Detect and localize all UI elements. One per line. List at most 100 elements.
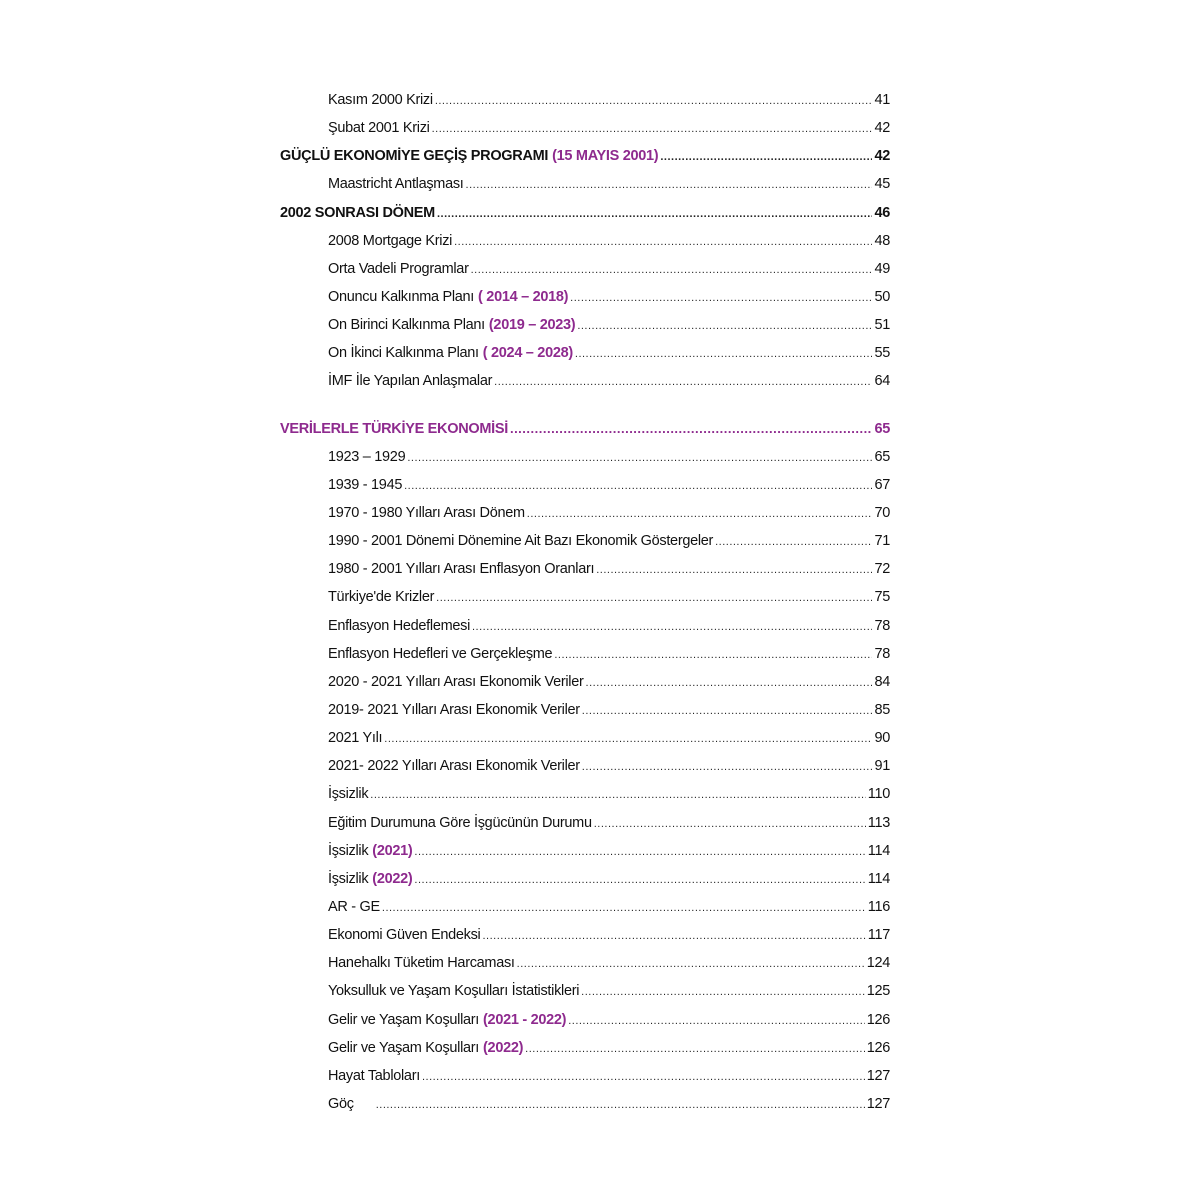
- dot-leader: [435, 95, 873, 107]
- toc-entry[interactable]: On Birinci Kalkınma Planı(2019 – 2023) 51: [280, 317, 890, 345]
- toc-entry-title: 1990 - 2001 Dönemi Dönemine Ait Bazı Eko…: [328, 533, 714, 550]
- dot-leader: [472, 621, 872, 633]
- toc-entry[interactable]: VERİLERLE TÜRKİYE EKONOMİSİ 65: [280, 421, 890, 449]
- toc-entry[interactable]: İşsizlik 110: [280, 786, 890, 814]
- toc-entry-page-number: 46: [874, 204, 890, 221]
- toc-entry-title: 1970 - 1980 Yılları Arası Dönem: [328, 504, 525, 521]
- toc-entry-page-number: 117: [867, 927, 891, 944]
- toc-entry-title: Ekonomi Güven Endeksi: [328, 927, 481, 944]
- toc-entry-page-number: 127: [866, 1095, 891, 1112]
- toc-entry[interactable]: 1990 - 2001 Dönemi Dönemine Ait Bazı Eko…: [280, 533, 890, 561]
- toc-entry[interactable]: İşsizlik(2022) 114: [280, 871, 890, 899]
- toc-entry-page-number: 114: [867, 842, 891, 859]
- dot-leader: [466, 179, 873, 191]
- toc-entry[interactable]: İşsizlik(2021) 114: [280, 843, 890, 871]
- dot-leader: [570, 292, 872, 304]
- toc-entry-page-number: 42: [874, 148, 890, 165]
- toc-entry[interactable]: Ekonomi Güven Endeksi 117: [280, 927, 890, 955]
- toc-entry-page-number: 125: [866, 983, 891, 1000]
- toc-entry[interactable]: 2021- 2022 Yılları Arası Ekonomik Verile…: [280, 758, 890, 786]
- toc-entry[interactable]: GÜÇLÜ EKONOMİYE GEÇİŞ PROGRAMI (15 MAYIS …: [280, 148, 890, 176]
- dot-leader: [494, 376, 872, 388]
- toc-entry[interactable]: Hanehalkı Tüketim Harcaması 124: [280, 955, 890, 983]
- dot-leader: [586, 677, 873, 689]
- toc-entry-page-number: 48: [874, 232, 890, 249]
- toc-entry[interactable]: 2020 - 2021 Yılları Arası Ekonomik Veril…: [280, 674, 890, 702]
- toc-entry[interactable]: Yoksulluk ve Yaşam Koşulları İstatistikl…: [280, 983, 890, 1011]
- toc-entry[interactable]: Onuncu Kalkınma Planı( 2014 – 2018) 50: [280, 289, 890, 317]
- toc-entry[interactable]: On İkinci Kalkınma Planı( 2024 – 2028) 55: [280, 345, 890, 373]
- toc-entry-page-number: 110: [867, 786, 891, 803]
- toc-entry[interactable]: 1970 - 1980 Yılları Arası Dönem 70: [280, 505, 890, 533]
- toc-entry-page-number: 113: [867, 814, 891, 831]
- toc-entry[interactable]: 2002 SONRASI DÖNEM 46: [280, 205, 890, 233]
- toc-entry-title: 1923 – 1929: [328, 448, 406, 465]
- toc-entry[interactable]: Gelir ve Yaşam Koşulları(2022) 126: [280, 1040, 890, 1068]
- toc-entry[interactable]: Göç 127: [280, 1096, 890, 1124]
- dot-leader: [581, 986, 865, 998]
- toc-entry[interactable]: AR - GE 116: [280, 899, 890, 927]
- dot-leader: [437, 208, 873, 220]
- toc-entry[interactable]: 1923 – 1929 65: [280, 449, 890, 477]
- dot-leader: [594, 818, 866, 830]
- toc-entry-date-range: ( 2024 – 2028): [482, 345, 573, 362]
- dot-leader: [596, 564, 872, 576]
- dot-leader: [577, 320, 872, 332]
- dot-leader: [407, 452, 872, 464]
- toc-entry-title: İşsizlik: [328, 786, 369, 803]
- toc-entry[interactable]: Türkiye'de Krizler 75: [280, 589, 890, 617]
- dot-leader: [422, 1071, 865, 1083]
- toc-entry[interactable]: Enflasyon Hedeflemesi 78: [280, 618, 890, 646]
- toc-entry[interactable]: 2008 Mortgage Krizi 48: [280, 233, 890, 261]
- toc-entry-date-range: (2021 - 2022): [483, 1011, 567, 1028]
- toc-entry-page-number: 64: [874, 373, 890, 390]
- dot-leader: [517, 958, 865, 970]
- toc-entry-title: Türkiye'de Krizler: [328, 589, 435, 606]
- toc-entry-title: On İkinci Kalkınma Planı: [328, 345, 479, 362]
- dot-leader: [471, 264, 873, 276]
- toc-entry[interactable]: Orta Vadeli Programlar 49: [280, 261, 890, 289]
- toc-entry[interactable]: 1980 - 2001 Yılları Arası Enflasyon Oran…: [280, 561, 890, 589]
- dot-leader: [527, 508, 873, 520]
- toc-entry[interactable]: 1939 - 1945 67: [280, 477, 890, 505]
- toc-entry-page-number: 124: [866, 955, 891, 972]
- dot-leader: [582, 705, 873, 717]
- dot-leader: [510, 421, 873, 436]
- toc-entry-title: Enflasyon Hedefleri ve Gerçekleşme: [328, 645, 553, 662]
- toc-entry-title: 1980 - 2001 Yılları Arası Enflasyon Oran…: [328, 561, 595, 578]
- toc-entry-date-range: (2021): [372, 842, 413, 859]
- table-of-contents: Kasım 2000 Krizi41Şubat 2001 Krizi42GÜÇL…: [280, 92, 890, 1124]
- toc-entry[interactable]: Enflasyon Hedefleri ve Gerçekleşme 78: [280, 646, 890, 674]
- toc-entry[interactable]: Eğitim Durumuna Göre İşgücünün Durumu 113: [280, 815, 890, 843]
- toc-entry[interactable]: İMF İle Yapılan Anlaşmalar 64: [280, 373, 890, 401]
- toc-entry-page-number: 41: [874, 92, 890, 108]
- toc-entry-page-number: 85: [874, 701, 890, 718]
- dot-leader: [370, 789, 865, 801]
- toc-entry-title: Maastricht Antlaşması: [328, 176, 464, 193]
- dot-leader: [384, 733, 872, 745]
- toc-entry-title: İşsizlik: [328, 870, 369, 887]
- toc-entry-title: Hayat Tabloları: [328, 1067, 420, 1084]
- toc-entry-title: Eğitim Durumuna Göre İşgücünün Durumu: [328, 814, 592, 831]
- toc-entry-date-range: (2022): [372, 870, 413, 887]
- toc-entry[interactable]: Maastricht Antlaşması 45: [280, 176, 890, 204]
- toc-entry[interactable]: 2019- 2021 Yılları Arası Ekonomik Verile…: [280, 702, 890, 730]
- toc-entry-title: 2021- 2022 Yılları Arası Ekonomik Verile…: [328, 758, 580, 775]
- toc-entry[interactable]: Şubat 2001 Krizi 42: [280, 120, 890, 148]
- dot-leader: [436, 592, 872, 604]
- dot-leader: [525, 1043, 865, 1055]
- toc-entry[interactable]: 2021 Yılı 90: [280, 730, 890, 758]
- toc-entry-title: VERİLERLE TÜRKİYE EKONOMİSİ: [280, 420, 508, 437]
- toc-entry-date-range: (2019 – 2023): [488, 317, 576, 334]
- toc-entry-page-number: 78: [874, 645, 890, 662]
- toc-entry[interactable]: Kasım 2000 Krizi 41: [280, 92, 890, 120]
- toc-entry-title: AR - GE: [328, 898, 380, 915]
- toc-entry[interactable]: Gelir ve Yaşam Koşulları(2021 - 2022) 126: [280, 1012, 890, 1040]
- dot-leader: [660, 151, 872, 163]
- toc-entry-page-number: 71: [874, 533, 890, 550]
- toc-entry[interactable]: Hayat Tabloları 127: [280, 1068, 890, 1096]
- toc-entry-page-number: 42: [874, 120, 890, 137]
- toc-entry-page-number: 67: [874, 476, 890, 493]
- toc-entry-page-number: 51: [874, 317, 890, 334]
- toc-entry-page-number: 114: [867, 870, 891, 887]
